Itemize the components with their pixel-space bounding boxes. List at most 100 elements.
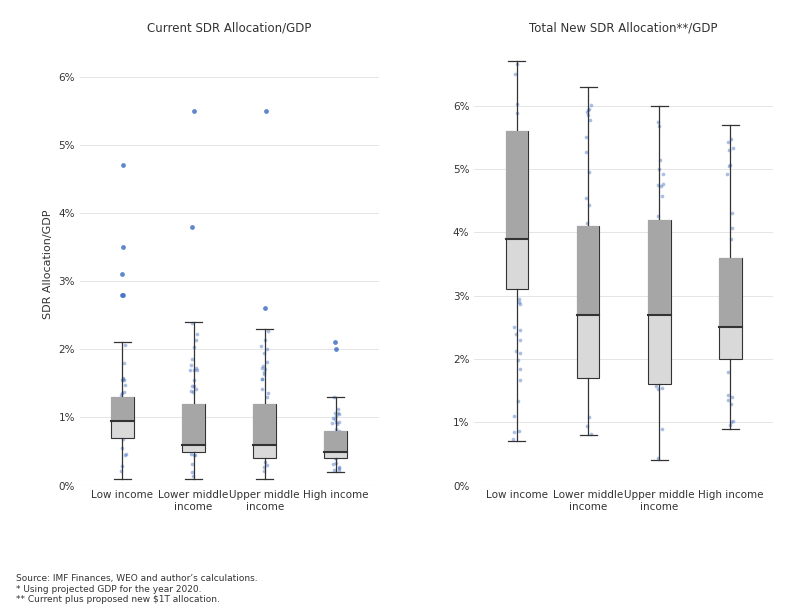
Point [579, 273, 591, 282]
Point [332, 435, 344, 445]
Point [118, 409, 131, 418]
Point [513, 189, 526, 199]
Point [258, 462, 271, 472]
Point [120, 416, 132, 426]
Point [654, 291, 666, 300]
Point [260, 410, 273, 419]
Point [651, 384, 664, 394]
Point [256, 384, 269, 393]
Point [723, 340, 736, 350]
Point [508, 69, 521, 79]
Point [514, 348, 527, 358]
Point [259, 415, 272, 424]
Point [116, 415, 129, 425]
Point [580, 284, 593, 294]
Point [117, 373, 130, 383]
Point [652, 164, 665, 174]
Point [724, 349, 737, 359]
Point [721, 391, 734, 401]
Point [724, 134, 737, 144]
Point [654, 378, 667, 388]
Point [185, 361, 198, 370]
Point [116, 290, 128, 300]
Point [512, 396, 524, 406]
Point [328, 453, 341, 463]
Point [328, 428, 341, 438]
Point [257, 431, 270, 441]
Point [188, 450, 201, 459]
Point [583, 115, 596, 125]
Point [116, 242, 129, 252]
Point [650, 381, 662, 390]
Point [579, 237, 591, 246]
Point [582, 106, 595, 115]
Point [259, 457, 272, 467]
Point [508, 280, 520, 290]
Point [115, 427, 128, 437]
Point [117, 375, 130, 385]
Point [579, 193, 592, 203]
Point [656, 179, 669, 189]
Point [509, 164, 522, 174]
Point [188, 376, 201, 385]
Point [725, 208, 738, 218]
Point [116, 388, 128, 398]
Point [333, 417, 346, 427]
Point [725, 234, 738, 243]
Point [583, 226, 595, 236]
Point [186, 413, 199, 422]
Point [583, 168, 595, 177]
Point [329, 458, 342, 467]
Point [580, 263, 593, 273]
Point [651, 211, 664, 221]
Point [510, 347, 523, 356]
Point [259, 449, 272, 459]
Bar [253, 404, 276, 445]
Point [186, 222, 198, 231]
Point [651, 288, 664, 298]
Point [723, 420, 736, 430]
Point [725, 399, 738, 409]
Point [186, 412, 198, 421]
Point [724, 418, 737, 427]
Point [581, 421, 594, 430]
Point [261, 429, 274, 439]
Bar [183, 404, 205, 445]
Bar [648, 220, 670, 384]
Point [720, 303, 733, 313]
Point [581, 288, 594, 298]
Point [508, 195, 521, 205]
Point [725, 341, 738, 351]
Point [332, 404, 344, 413]
Point [514, 375, 527, 385]
Point [258, 467, 271, 476]
Point [116, 160, 129, 170]
Point [652, 333, 665, 342]
Point [585, 294, 598, 304]
Text: Source: IMF Finances, WEO and author’s calculations.
* Using projected GDP for t: Source: IMF Finances, WEO and author’s c… [16, 574, 257, 604]
Point [259, 335, 272, 345]
Point [333, 409, 346, 419]
Point [579, 148, 592, 157]
Point [653, 216, 665, 226]
Point [116, 416, 128, 426]
Point [256, 362, 269, 372]
Bar [111, 397, 134, 421]
Point [513, 335, 526, 345]
Point [507, 434, 520, 444]
Point [187, 342, 200, 351]
Point [722, 339, 735, 348]
Point [333, 465, 346, 475]
Bar [577, 226, 599, 314]
Point [329, 418, 342, 427]
Point [513, 325, 526, 335]
Bar [324, 431, 347, 452]
Point [726, 290, 739, 299]
Point [721, 265, 734, 274]
Point [723, 145, 736, 155]
Point [329, 453, 342, 463]
Point [261, 405, 273, 415]
Point [115, 401, 128, 411]
Y-axis label: SDR Allocation/GDP: SDR Allocation/GDP [43, 209, 53, 319]
Point [583, 104, 596, 114]
